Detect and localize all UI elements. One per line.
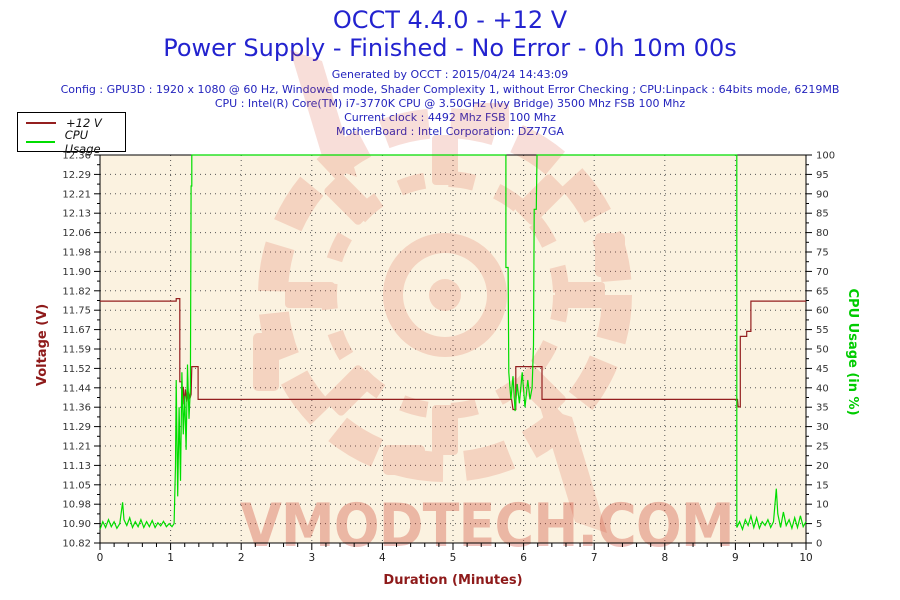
y-right-tick-label: 80	[816, 228, 829, 239]
y-right-tick-label: 20	[816, 461, 829, 472]
y-right-tick-label: 90	[816, 189, 829, 200]
y-right-tick-label: 85	[816, 209, 829, 220]
y-right-tick-label: 60	[816, 306, 829, 317]
left-axis-title: Voltage (V)	[35, 304, 50, 386]
y-left-tick-label: 11.98	[62, 248, 91, 259]
y-left-tick-label: 12.36	[62, 151, 91, 162]
y-right-tick-label: 30	[816, 422, 829, 433]
y-right-tick-label: 95	[816, 170, 829, 181]
x-tick-label: 6	[520, 552, 527, 564]
y-right-tick-label: 100	[816, 151, 835, 162]
cpu-usage-series-line	[99, 154, 807, 532]
legend-label-voltage: +12 V	[66, 115, 102, 130]
y-left-tick-label: 12.29	[62, 170, 91, 181]
legend-item-cpu-usage: CPU Usage	[18, 128, 125, 156]
series-layer	[99, 154, 807, 532]
y-left-tick-label: 12.06	[62, 228, 91, 239]
legend-item-voltage: +12 V	[18, 113, 125, 132]
y-right-tick-label: 15	[816, 480, 829, 491]
right-axis-title: CPU Usage (in %)	[845, 288, 860, 415]
emblem-rays	[285, 135, 605, 455]
y-left-tick-label: 10.90	[62, 519, 91, 530]
y-right-tick-label: 40	[816, 383, 829, 394]
x-tick-label: 5	[450, 552, 457, 564]
chart-legend: +12 V CPU Usage	[17, 112, 126, 156]
report-subtitle: Power Supply - Finished - No Error - 0h …	[163, 34, 737, 62]
y-left-tick-label: 11.21	[62, 442, 91, 453]
y-left-tick-label: 10.82	[62, 539, 91, 550]
y-left-tick-label: 11.44	[62, 383, 91, 394]
y-right-tick-label: 70	[816, 267, 829, 278]
y-left-tick-label: 11.13	[62, 461, 91, 472]
x-tick-label: 7	[591, 552, 598, 564]
y-left-tick-label: 11.29	[62, 422, 91, 433]
config-line: Config : GPU3D : 1920 x 1080 @ 60 Hz, Wi…	[60, 83, 840, 96]
x-tick-label: 1	[167, 552, 174, 564]
x-tick-label: 10	[799, 552, 812, 564]
x-tick-label: 0	[97, 552, 104, 564]
y-right-tick-label: 10	[816, 500, 829, 511]
y-left-tick-label: 11.82	[62, 286, 91, 297]
plot-background-layer	[100, 155, 806, 543]
x-tick-label: 3	[308, 552, 315, 564]
generated-timestamp-line: Generated by OCCT : 2015/04/24 14:43:09	[331, 68, 569, 81]
y-left-tick-label: 11.05	[62, 480, 91, 491]
y-left-tick-label: 11.59	[62, 345, 91, 356]
y-right-tick-label: 0	[816, 539, 822, 550]
report-title: OCCT 4.4.0 - +12 V	[332, 6, 568, 34]
y-right-tick-label: 25	[816, 442, 829, 453]
y-left-tick-label: 11.36	[62, 403, 91, 414]
y-left-tick-label: 11.75	[62, 306, 91, 317]
y-left-tick-label: 12.13	[62, 209, 91, 220]
x-tick-label: 8	[661, 552, 668, 564]
watermark-text: VMODTECH.COM	[240, 491, 734, 560]
y-right-tick-label: 35	[816, 403, 829, 414]
y-left-tick-label: 11.67	[62, 325, 91, 336]
y-left-tick-label: 11.52	[62, 364, 91, 375]
cpu-info-line: CPU : Intel(R) Core(TM) i7-3770K CPU @ 3…	[214, 97, 686, 110]
x-tick-label: 4	[379, 552, 386, 564]
x-tick-label: 9	[732, 552, 739, 564]
y-left-tick-label: 10.98	[62, 500, 91, 511]
cpu-usage-line-swatch	[26, 140, 55, 143]
watermark-emblem: VMODTECH.COM	[240, 50, 735, 561]
plot-background	[100, 155, 806, 543]
y-right-tick-label: 5	[816, 519, 822, 530]
y-left-tick-label: 11.90	[62, 267, 91, 278]
voltage-line-swatch	[26, 121, 56, 124]
x-tick-label: 2	[238, 552, 245, 564]
y-right-tick-label: 45	[816, 364, 829, 375]
y-right-tick-label: 75	[816, 248, 829, 259]
y-right-tick-label: 55	[816, 325, 829, 336]
motherboard-line: MotherBoard : Intel Corporation: DZ77GA	[336, 125, 564, 138]
y-left-tick-label: 12.21	[62, 189, 91, 200]
legend-label-cpu-usage: CPU Usage	[64, 127, 101, 156]
axes-layer: 12.36 12.29 12.21 12.13 12.06 11.98 11.90 11.82…	[62, 151, 835, 565]
x-axis-title: Duration (Minutes)	[383, 573, 522, 588]
current-clock-line: Current clock : 4492 Mhz FSB 100 Mhz	[344, 111, 556, 124]
y-right-tick-label: 65	[816, 286, 829, 297]
y-right-tick-label: 50	[816, 345, 829, 356]
